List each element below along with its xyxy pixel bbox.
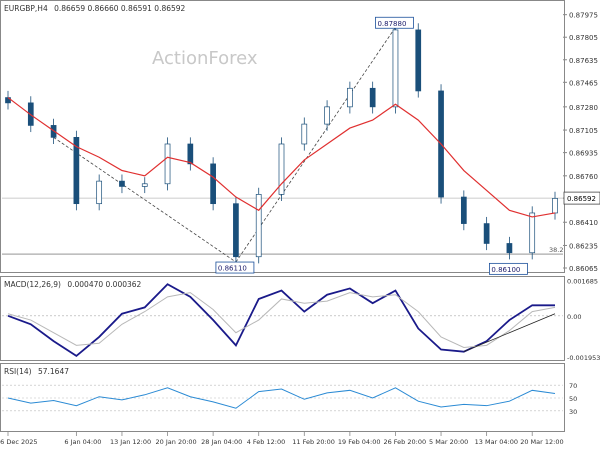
- candle-body: [324, 106, 330, 125]
- candle-body: [187, 143, 194, 165]
- price-tick-label: 0.86935: [569, 150, 598, 158]
- x-tick-label: 4 Feb 12:00: [247, 438, 286, 446]
- price-annotation-label: 0.87880: [377, 20, 406, 28]
- x-tick-label: 20 Jan 20:00: [156, 438, 197, 446]
- price-tick-label: 0.87975: [569, 12, 598, 20]
- rsi-header-label: RSI(14): [4, 367, 32, 376]
- price-trendlines: [53, 27, 396, 263]
- price-tick-label: 0.87635: [569, 57, 598, 65]
- macd-header-values: 0.000470 0.000362: [67, 280, 141, 289]
- rsi-panel-frame: [0, 363, 565, 432]
- rsi-tick-label: 30: [569, 408, 577, 416]
- price-panel-frame: [0, 0, 565, 273]
- price-annotation-box: [215, 261, 255, 274]
- current-price-box: [563, 191, 600, 205]
- fibonacci-level: 38.2: [2, 246, 563, 255]
- rsi-header-value: 57.1647: [38, 367, 69, 376]
- ohlc-values: 0.86659 0.86660 0.86591 0.86592: [54, 4, 185, 13]
- x-tick-label: 11 Feb 20:00: [292, 438, 335, 446]
- candle-body: [210, 163, 216, 205]
- candle-body: [415, 29, 422, 92]
- candle-body: [347, 87, 353, 108]
- macd-trendline: [463, 313, 556, 353]
- current-price-label: 0.86592: [567, 195, 596, 203]
- candle-body: [141, 183, 148, 187]
- candle-body: [96, 180, 103, 205]
- x-tick-label: 6 Jan 04:00: [64, 438, 101, 446]
- price-tick-label: 0.87105: [569, 127, 598, 135]
- x-tick-label: 26 Dec 2025: [0, 438, 38, 446]
- symbol-label: EURGBP,H4: [4, 4, 48, 13]
- rsi-tick-label: 50: [569, 395, 577, 403]
- price-symbol-header: EURGBP,H4 0.86659 0.86660 0.86591 0.8659…: [4, 4, 186, 13]
- macd-y-axis: 0.001685 0.00 -0.001953: [2, 277, 600, 362]
- price-tick-label: 0.86065: [569, 265, 598, 273]
- x-tick-label: 20 Mar 12:00: [520, 438, 563, 446]
- rsi-series: [7, 387, 556, 409]
- price-annotations: 0.87880 0.86110 0.86100: [215, 16, 528, 275]
- x-tick-label: 13 Mar 04:00: [475, 438, 518, 446]
- macd-tick-label: 0.001685: [567, 277, 598, 285]
- price-annotation-label: 0.86110: [218, 265, 247, 273]
- rsi-tick-label: 70: [569, 382, 577, 390]
- x-tick-label: 19 Feb 04:00: [338, 438, 381, 446]
- x-tick-label: 26 Feb 20:00: [383, 438, 426, 446]
- candle-body: [369, 87, 376, 108]
- x-tick-label: 28 Jan 04:00: [201, 438, 242, 446]
- candle-body: [164, 143, 171, 185]
- price-tick-label: 0.86235: [569, 242, 598, 250]
- time-x-axis: 26 Dec 2025 6 Jan 04:00 13 Jan 12:00 20 Jan…: [0, 432, 564, 446]
- rsi-line: [7, 387, 556, 409]
- price-y-axis: 0.87975 0.87805 0.87635 0.87465 0.87280 0.871…: [2, 12, 600, 273]
- price-annotation-box: [375, 16, 414, 29]
- price-annotation-label: 0.86100: [491, 266, 520, 274]
- candle-body: [506, 243, 513, 254]
- macd-tick-label: -0.001953: [567, 354, 600, 362]
- candle-body: [460, 196, 467, 224]
- candle-body: [301, 123, 308, 145]
- candle-body: [278, 143, 285, 195]
- moving-average-line: [7, 97, 556, 218]
- candle-body: [73, 137, 80, 205]
- candle-body: [233, 203, 239, 258]
- candle-body: [483, 223, 490, 244]
- candle-body: [552, 198, 558, 214]
- macd-tick-label: 0.00: [567, 313, 581, 321]
- macd-header-label: MACD(12,26,9): [4, 280, 61, 289]
- x-tick-label: 13 Jan 12:00: [110, 438, 151, 446]
- candle-body: [255, 194, 262, 258]
- candle-body: [392, 29, 399, 108]
- moving-average-series: [7, 97, 556, 218]
- macd-header: MACD(12,26,9) 0.000470 0.000362: [4, 280, 142, 289]
- price-tick-label: 0.87465: [569, 79, 598, 87]
- price-tick-label: 0.86760: [569, 173, 598, 181]
- macd-signal-line: [7, 292, 556, 348]
- watermark-text: ActionForex: [152, 48, 258, 69]
- price-annotation-box: [489, 262, 528, 275]
- macd-series: [7, 283, 556, 358]
- price-tick-label: 0.87280: [569, 104, 598, 112]
- x-tick-label: 5 Mar 20:00: [429, 438, 468, 446]
- dashed-trendline: [235, 27, 396, 263]
- price-tick-label: 0.87805: [569, 34, 598, 42]
- price-tick-label: 0.86410: [569, 219, 598, 227]
- candle-body: [119, 180, 125, 187]
- dashed-trendline: [53, 137, 237, 263]
- fib-level-label: 38.2: [549, 246, 563, 254]
- rsi-header: RSI(14) 57.1647: [4, 367, 69, 376]
- candle-body: [529, 212, 536, 254]
